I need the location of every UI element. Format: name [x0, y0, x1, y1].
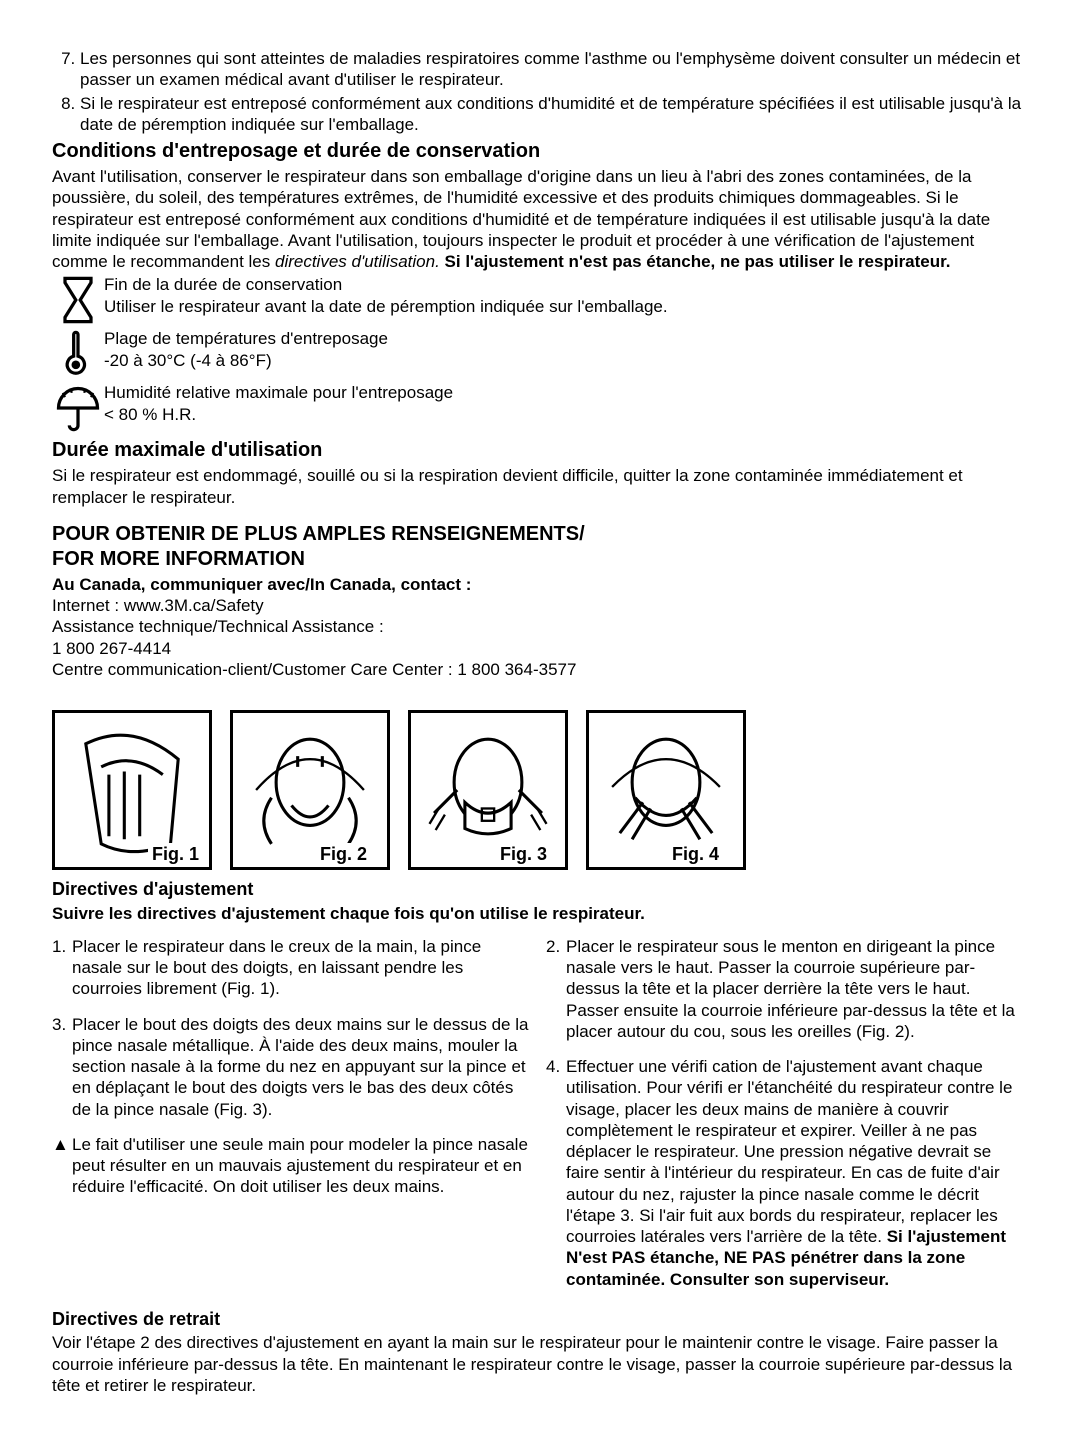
- figure-1: Fig. 1: [52, 710, 212, 870]
- warning-triangle-icon: ▲: [52, 1134, 68, 1155]
- storage-row-shelf-life: Fin de la durée de conservation Utiliser…: [52, 274, 1028, 326]
- maxuse-paragraph: Si le respirateur est endommagé, souillé…: [52, 465, 1028, 508]
- fit-steps-columns: 1. Placer le respirateur dans le creux d…: [52, 936, 1028, 1304]
- list-item: Si le respirateur est entreposé conformé…: [80, 93, 1028, 136]
- fit-steps-right: 2. Placer le respirateur sous le menton …: [546, 936, 1028, 1304]
- info-heading: POUR OBTENIR DE PLUS AMPLES RENSEIGNEMEN…: [52, 522, 1028, 572]
- umbrella-icon: [52, 382, 104, 434]
- storage-row-sub: -20 à 30°C (-4 à 86°F): [104, 350, 1028, 371]
- fit-subheading: Suivre les directives d'ajustement chaqu…: [52, 903, 1028, 924]
- contact-line: Centre communication-client/Customer Car…: [52, 659, 1028, 680]
- fit-step-4: 4. Effectuer une vérifi cation de l'ajus…: [546, 1056, 1028, 1290]
- contact-line: Assistance technique/Technical Assistanc…: [52, 616, 1028, 637]
- figure-label: Fig. 1: [148, 843, 203, 866]
- contact-heading: Au Canada, communiquer avec/In Canada, c…: [52, 574, 1028, 595]
- removal-paragraph: Voir l'étape 2 des directives d'ajusteme…: [52, 1332, 1028, 1396]
- figures-row: Fig. 1 Fig. 2 Fig. 3 Fig. 4: [52, 710, 1028, 870]
- storage-row-title: Humidité relative maximale pour l'entrep…: [104, 382, 1028, 403]
- figure-4: Fig. 4: [586, 710, 746, 870]
- storage-row-humidity: Humidité relative maximale pour l'entrep…: [52, 382, 1028, 434]
- contact-info: Au Canada, communiquer avec/In Canada, c…: [52, 574, 1028, 680]
- storage-row-sub: < 80 % H.R.: [104, 404, 1028, 425]
- fit-step-3: 3. Placer le bout des doigts des deux ma…: [52, 1014, 534, 1120]
- list-item: Les personnes qui sont atteintes de mala…: [80, 48, 1028, 91]
- fit-steps-left: 1. Placer le respirateur dans le creux d…: [52, 936, 534, 1304]
- fit-step-2: 2. Placer le respirateur sous le menton …: [546, 936, 1028, 1042]
- storage-row-title: Plage de températures d'entreposage: [104, 328, 1028, 349]
- figure-label: Fig. 4: [668, 843, 723, 866]
- figure-label: Fig. 2: [316, 843, 371, 866]
- removal-heading: Directives de retrait: [52, 1308, 1028, 1331]
- hourglass-icon: [52, 274, 104, 326]
- fit-heading: Directives d'ajustement: [52, 878, 1028, 901]
- contact-line: 1 800 267-4414: [52, 638, 1028, 659]
- figure-3: Fig. 3: [408, 710, 568, 870]
- storage-heading: Conditions d'entreposage et durée de con…: [52, 139, 1028, 164]
- figure-label: Fig. 3: [496, 843, 551, 866]
- fit-warning: ▲ Le fait d'utiliser une seule main pour…: [52, 1134, 534, 1198]
- fit-step-1: 1. Placer le respirateur dans le creux d…: [52, 936, 534, 1000]
- warnings-list: Les personnes qui sont atteintes de mala…: [52, 48, 1028, 135]
- storage-row-sub: Utiliser le respirateur avant la date de…: [104, 296, 1028, 317]
- contact-line: Internet : www.3M.ca/Safety: [52, 595, 1028, 616]
- figure-2: Fig. 2: [230, 710, 390, 870]
- maxuse-heading: Durée maximale d'utilisation: [52, 438, 1028, 463]
- thermometer-icon: [52, 328, 104, 380]
- storage-row-title: Fin de la durée de conservation: [104, 274, 1028, 295]
- storage-row-temperature: Plage de températures d'entreposage -20 …: [52, 328, 1028, 380]
- storage-paragraph: Avant l'utilisation, conserver le respir…: [52, 166, 1028, 272]
